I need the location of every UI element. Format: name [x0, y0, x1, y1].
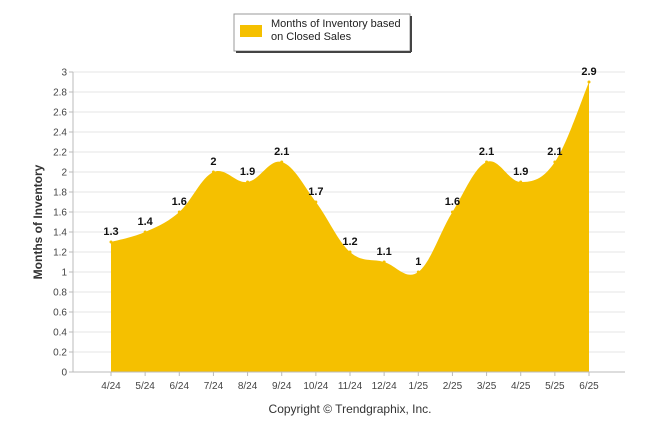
y-tick-label: 0.8 [53, 288, 67, 299]
data-label: 2.1 [274, 146, 289, 158]
x-tick-label: 5/24 [135, 381, 155, 392]
data-label: 1 [415, 256, 421, 268]
data-point [280, 160, 284, 164]
x-tick-label: 7/24 [204, 381, 224, 392]
y-tick-label: 2.8 [53, 88, 67, 99]
y-tick-label: 2.2 [53, 148, 67, 159]
data-point [382, 260, 386, 264]
y-tick-label: 1.8 [53, 188, 67, 199]
y-tick-label: 0.4 [53, 328, 67, 339]
data-point [587, 80, 591, 84]
data-label: 1.6 [445, 196, 460, 208]
y-tick-label: 0.2 [53, 348, 67, 359]
x-tick-label: 12/24 [372, 381, 397, 392]
area-fill [111, 82, 589, 372]
data-point [246, 180, 250, 184]
data-label: 2.9 [581, 66, 596, 78]
data-label: 2.1 [479, 146, 494, 158]
data-label: 1.6 [172, 196, 187, 208]
y-tick-label: 0 [61, 368, 67, 379]
data-label: 1.7 [308, 186, 323, 198]
data-label: 1.2 [342, 236, 357, 248]
x-tick-labels: 4/24 5/24 6/24 7/24 8/24 9/24 10/24 11/24 12/24 1… [101, 381, 599, 392]
data-label: 1.3 [103, 226, 118, 238]
data-point [314, 200, 318, 204]
data-point [450, 210, 454, 214]
data-point [109, 240, 113, 244]
data-point [553, 160, 557, 164]
y-tick-label: 2.6 [53, 108, 67, 119]
x-tick-label: 9/24 [272, 381, 292, 392]
data-point [485, 160, 489, 164]
data-point [416, 270, 420, 274]
data-label: 1.4 [137, 216, 153, 228]
data-label: 1.1 [376, 246, 391, 258]
x-tick-label: 5/25 [545, 381, 565, 392]
x-tick-label: 2/25 [443, 381, 463, 392]
y-tick-label: 2.4 [53, 128, 67, 139]
area-series [109, 80, 591, 372]
x-tick-label: 6/25 [579, 381, 599, 392]
y-tick-label: 3 [61, 68, 67, 79]
x-tick-label: 4/24 [101, 381, 121, 392]
y-tick-label: 1 [61, 268, 67, 279]
legend: Months of Inventory based on Closed Sale… [233, 13, 412, 53]
axes [72, 72, 625, 376]
x-tick-label: 6/24 [170, 381, 190, 392]
data-label: 1.9 [240, 166, 255, 178]
data-point [211, 170, 215, 174]
data-label: 1.9 [513, 166, 528, 178]
x-tick-label: 8/24 [238, 381, 258, 392]
data-labels: 1.3 1.4 1.6 2 1.9 2.1 1.7 1.2 1.1 1 1.6 2.1 1.9 2.1 2.… [103, 66, 596, 268]
data-point [348, 250, 352, 254]
data-point [177, 210, 181, 214]
copyright-text: Copyright © Trendgraphix, Inc. [269, 402, 432, 416]
y-tick-label: 2 [61, 168, 67, 179]
data-point [143, 230, 147, 234]
data-label: 2.1 [547, 146, 562, 158]
data-label: 2 [210, 156, 216, 168]
legend-label-line-2: on Closed Sales [271, 31, 352, 43]
y-tick-label: 0.6 [53, 308, 67, 319]
x-tick-label: 10/24 [303, 381, 328, 392]
y-tick-label: 1.4 [53, 228, 67, 239]
data-point [519, 180, 523, 184]
legend-label-line-1: Months of Inventory based [271, 18, 401, 30]
y-tick-labels: 0 0.2 0.4 0.6 0.8 1 1.2 1.4 1.6 1.8 2 2.2 2.4 2.6 2.8 3 [53, 68, 67, 379]
y-axis-title: Months of Inventory [31, 164, 45, 279]
y-tick-label: 1.2 [53, 248, 67, 259]
legend-swatch [240, 25, 262, 37]
x-tick-label: 4/25 [511, 381, 531, 392]
y-tick-label: 1.6 [53, 208, 67, 219]
x-tick-label: 3/25 [477, 381, 497, 392]
x-tick-label: 11/24 [338, 381, 363, 392]
x-tick-label: 1/25 [409, 381, 429, 392]
